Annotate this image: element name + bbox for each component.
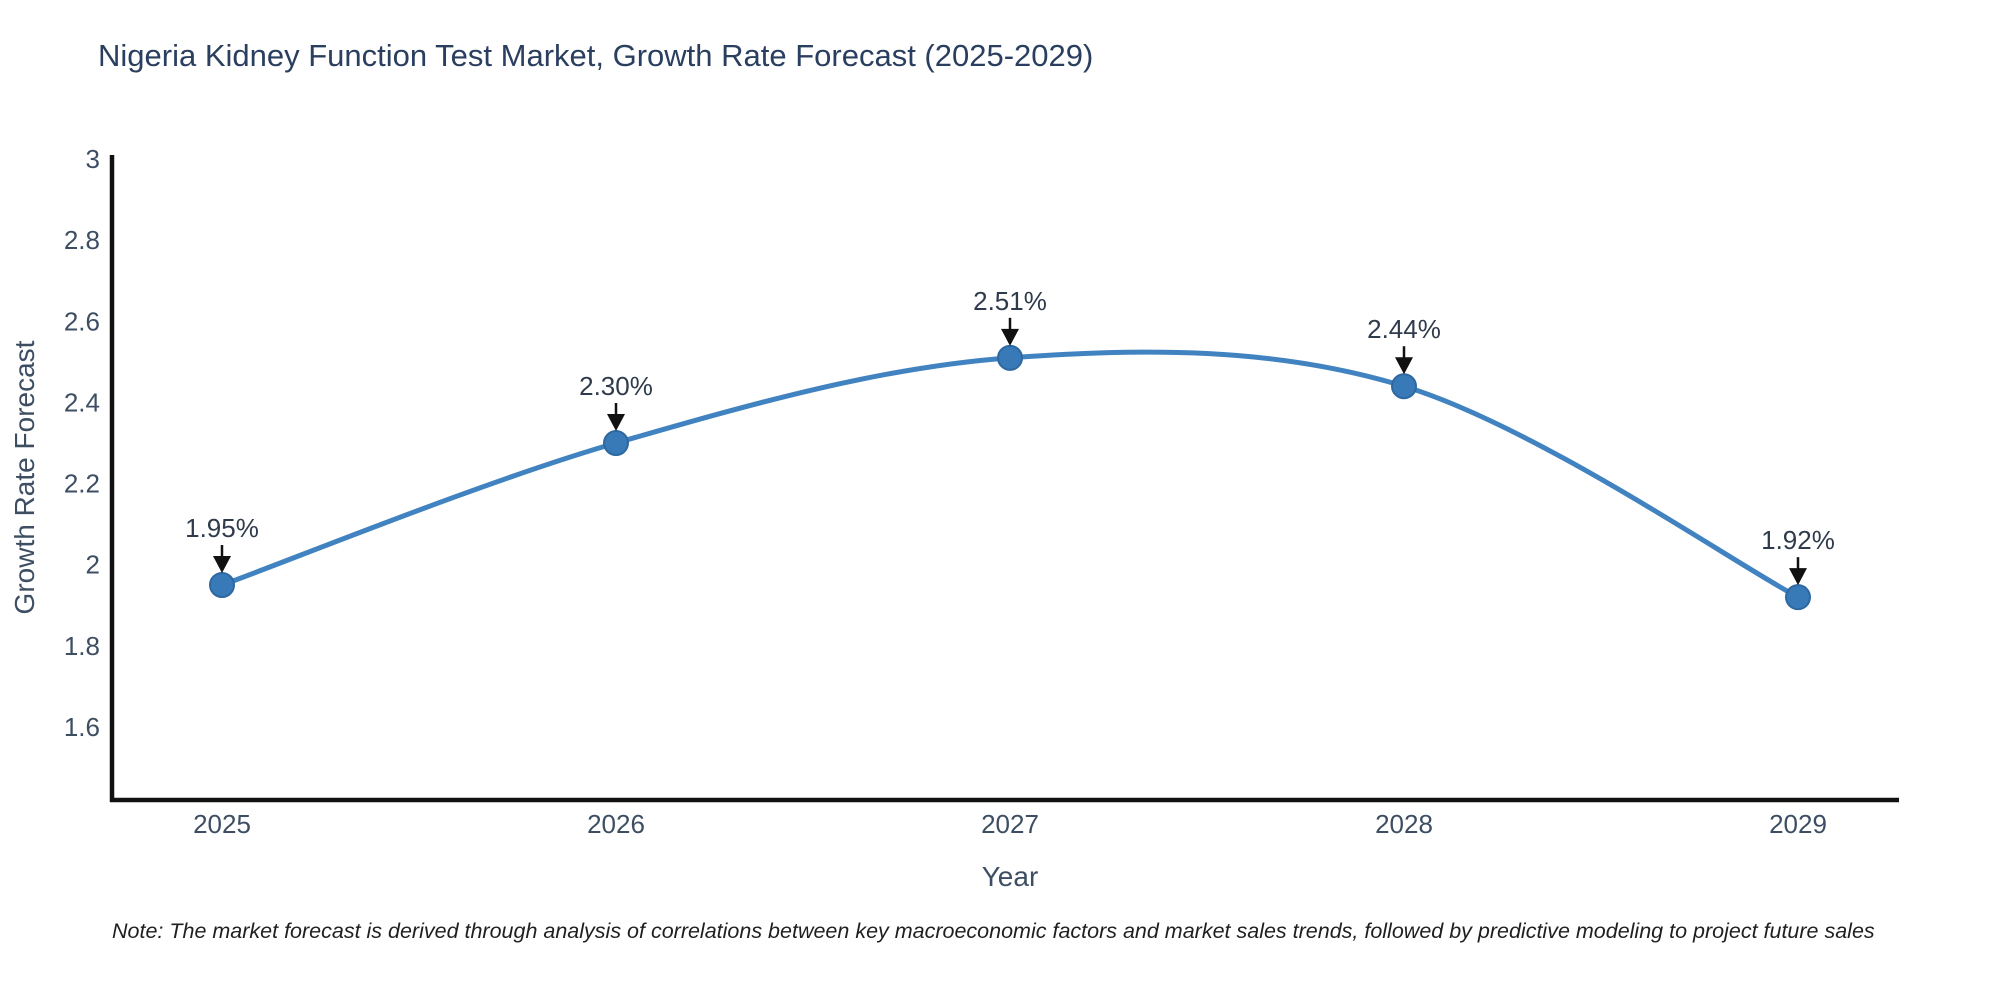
data-point-label: 2.51% — [973, 286, 1047, 316]
x-tick-label: 2026 — [587, 809, 645, 839]
y-tick-label: 2.8 — [64, 225, 100, 255]
x-tick-label: 2029 — [1769, 809, 1827, 839]
annotation-arrow-head — [1001, 328, 1019, 346]
data-point-marker — [1391, 373, 1417, 400]
y-tick-label: 2 — [86, 550, 100, 580]
data-point-label: 1.95% — [185, 513, 259, 543]
annotation-arrow-head — [1789, 568, 1807, 586]
y-tick-label: 1.8 — [64, 631, 100, 661]
y-tick-label: 2.2 — [64, 469, 100, 499]
y-axis-title: Growth Rate Forecast — [9, 340, 40, 614]
annotation-arrow-head — [1395, 357, 1413, 375]
chart-title: Nigeria Kidney Function Test Market, Gro… — [98, 38, 1094, 73]
footnote: Note: The market forecast is derived thr… — [112, 919, 1875, 943]
x-tick-label: 2028 — [1375, 809, 1433, 839]
x-axis-title: Year — [982, 861, 1039, 892]
x-tick-label: 2025 — [193, 809, 251, 839]
annotation-arrow-head — [213, 556, 231, 573]
data-point-label: 2.30% — [579, 371, 653, 401]
data-point-label: 1.92% — [1761, 525, 1835, 555]
data-point-marker — [997, 344, 1023, 371]
annotation-arrow-head — [607, 414, 625, 432]
series-line — [219, 349, 1801, 600]
x-tick-label: 2027 — [981, 809, 1039, 839]
y-tick-label: 3 — [86, 144, 100, 174]
y-tick-label: 2.6 — [64, 306, 100, 336]
data-point-marker — [209, 572, 235, 598]
y-tick-label: 1.6 — [64, 712, 100, 742]
data-point-marker — [603, 430, 629, 457]
data-point-marker — [1785, 584, 1811, 611]
y-tick-label: 2.4 — [64, 387, 100, 417]
data-point-label: 2.44% — [1367, 314, 1441, 344]
